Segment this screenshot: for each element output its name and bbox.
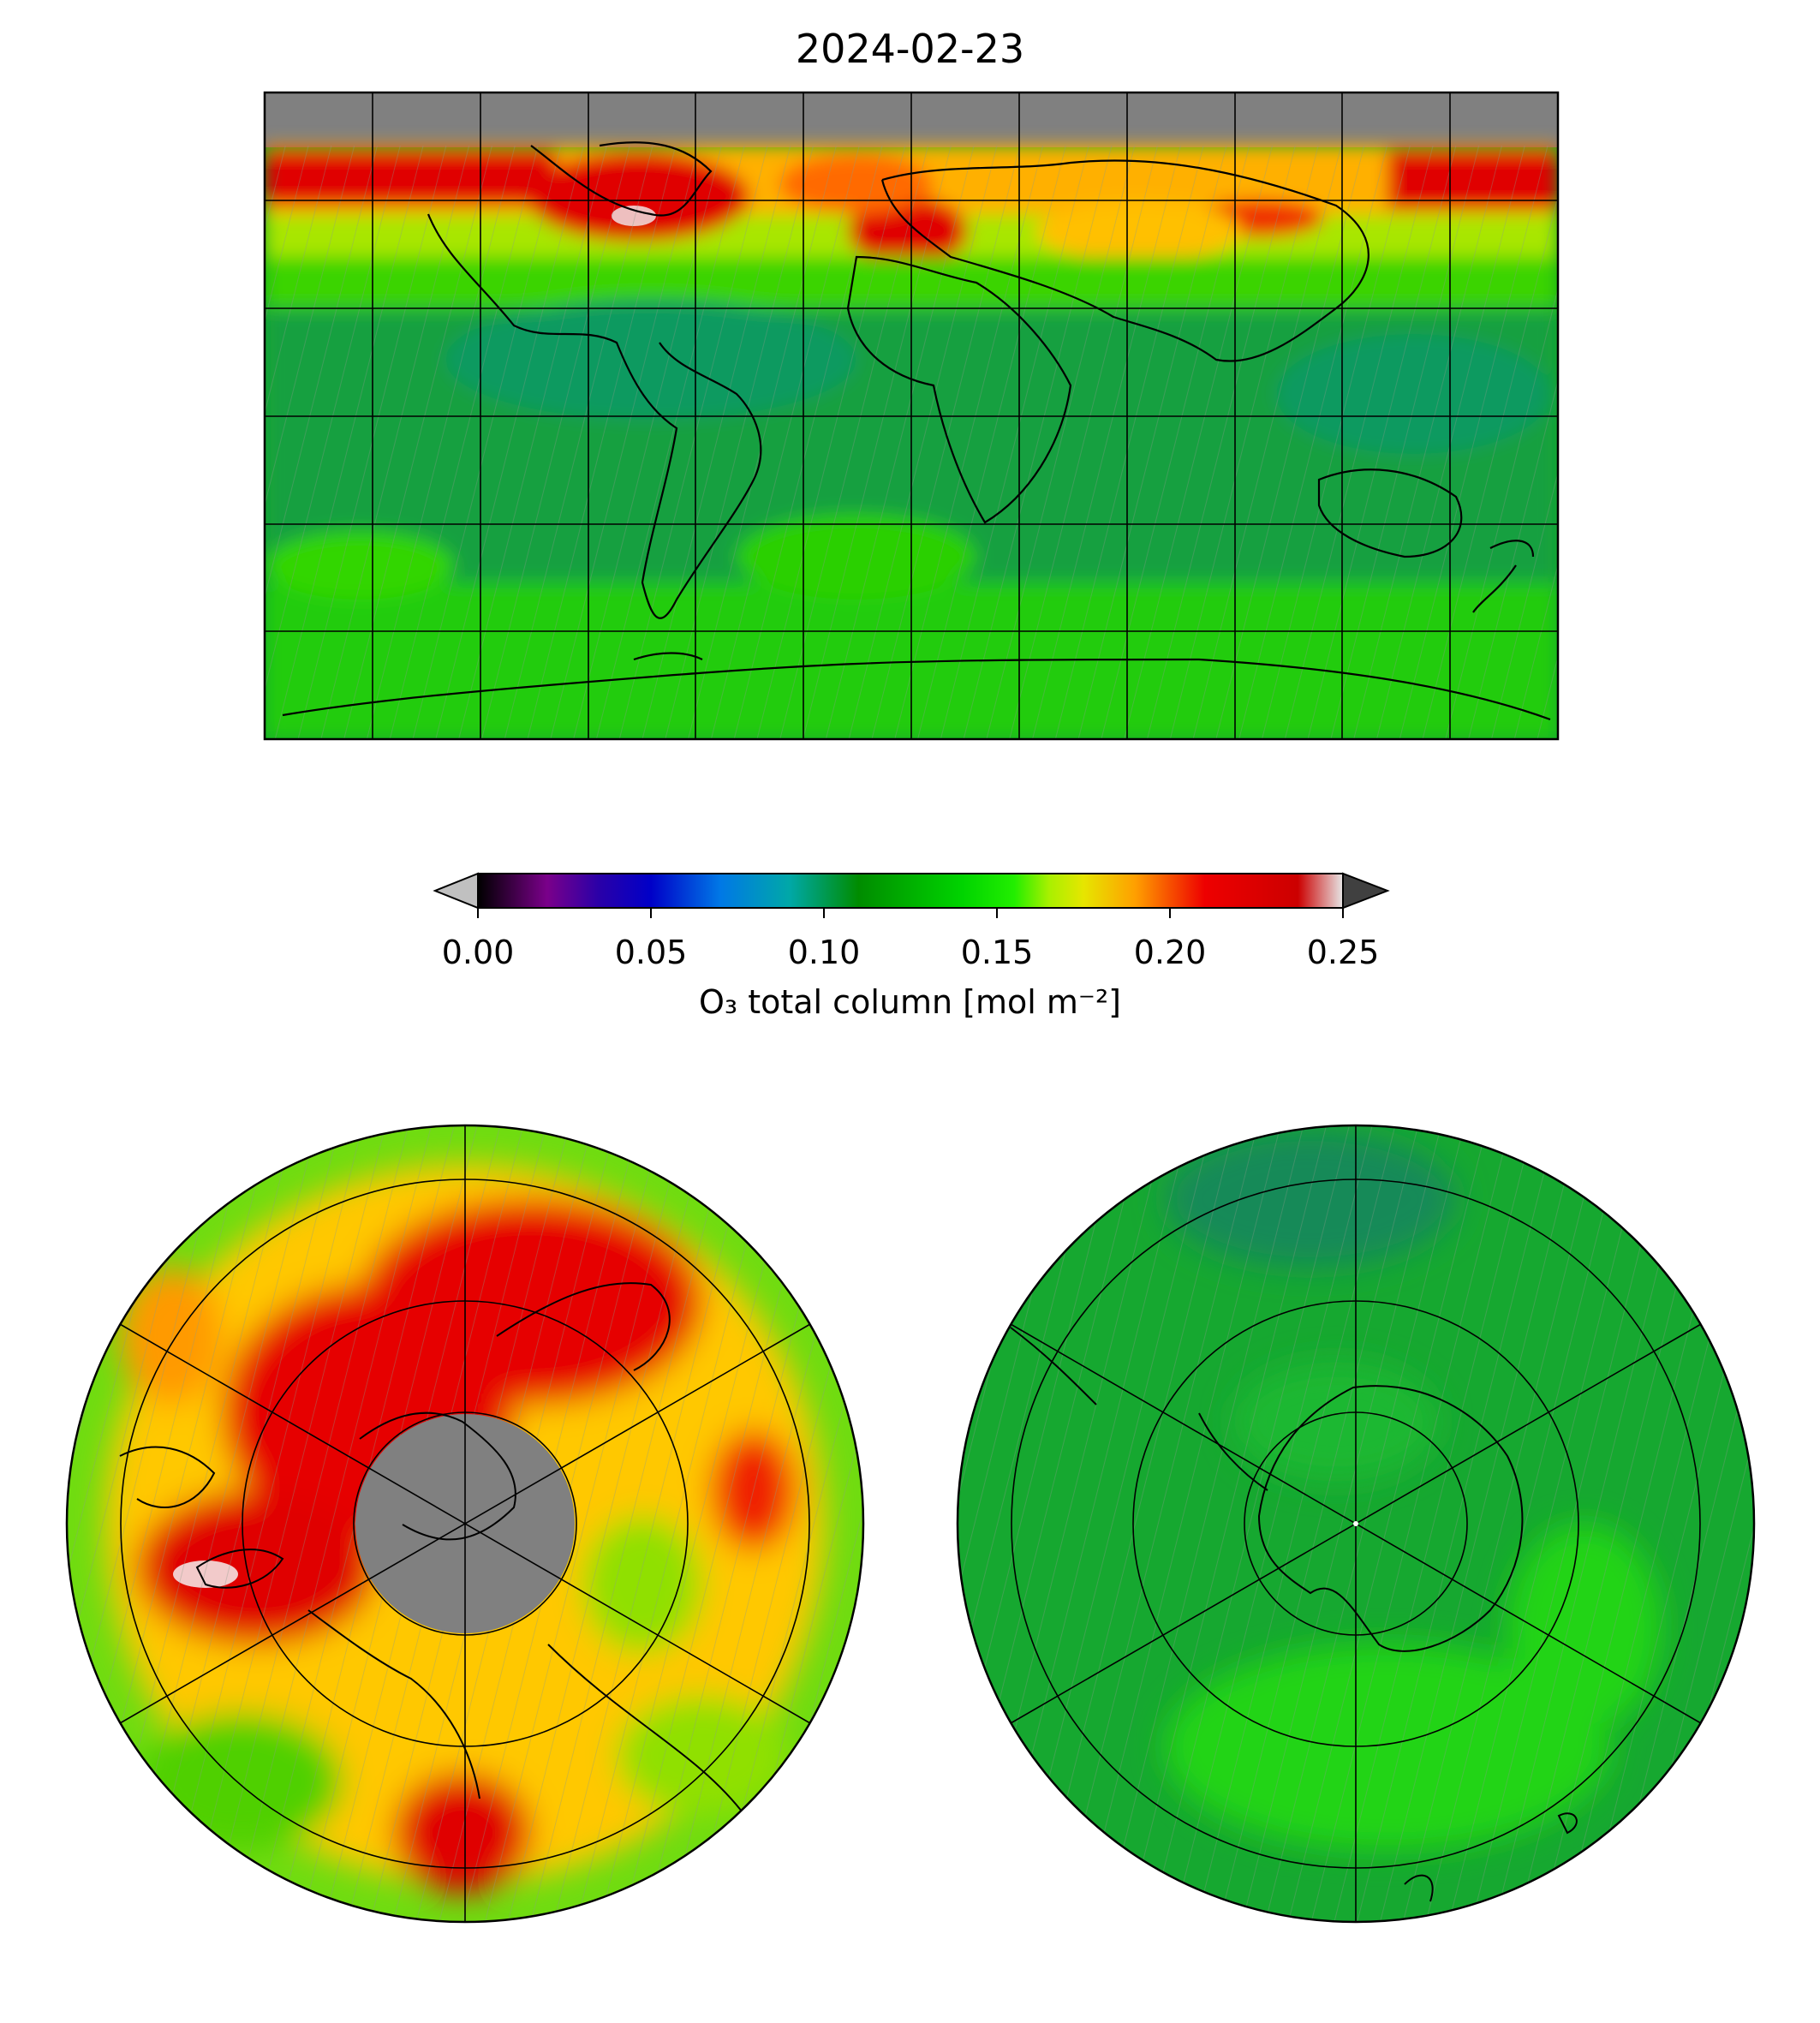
north-coastlines xyxy=(119,1282,746,1817)
north-gridlines xyxy=(119,1125,811,1922)
colorbar-tick-label: 0.25 xyxy=(1306,934,1380,971)
global-map xyxy=(263,91,1560,741)
colorbar-tick-label: 0.20 xyxy=(1133,934,1207,971)
colorbar-tick-label: 0.05 xyxy=(614,934,688,971)
colorbar-tick-label: 0.00 xyxy=(441,934,515,971)
south-polar-frame xyxy=(956,1124,1756,1924)
colorbar xyxy=(433,872,1390,918)
colorbar-tick-marks xyxy=(477,908,1344,918)
colorbar-over-extension xyxy=(1342,872,1390,910)
colorbar-body xyxy=(477,873,1344,909)
global-gridlines xyxy=(265,92,1558,739)
colorbar-tick-label: 0.10 xyxy=(787,934,861,971)
south-polar-map xyxy=(956,1124,1756,1924)
colorbar-label: O₃ total column [mol m⁻²] xyxy=(698,983,1122,1021)
north-polar-frame xyxy=(65,1124,865,1924)
colorbar-tick-label: 0.15 xyxy=(960,934,1034,971)
global-map-frame xyxy=(263,91,1560,741)
figure-title: 2024-02-23 xyxy=(795,26,1025,72)
colorbar-under-extension xyxy=(433,872,479,910)
global-coastlines xyxy=(282,141,1551,721)
south-coastlines xyxy=(1010,1327,1578,1902)
north-polar-map xyxy=(65,1124,865,1924)
